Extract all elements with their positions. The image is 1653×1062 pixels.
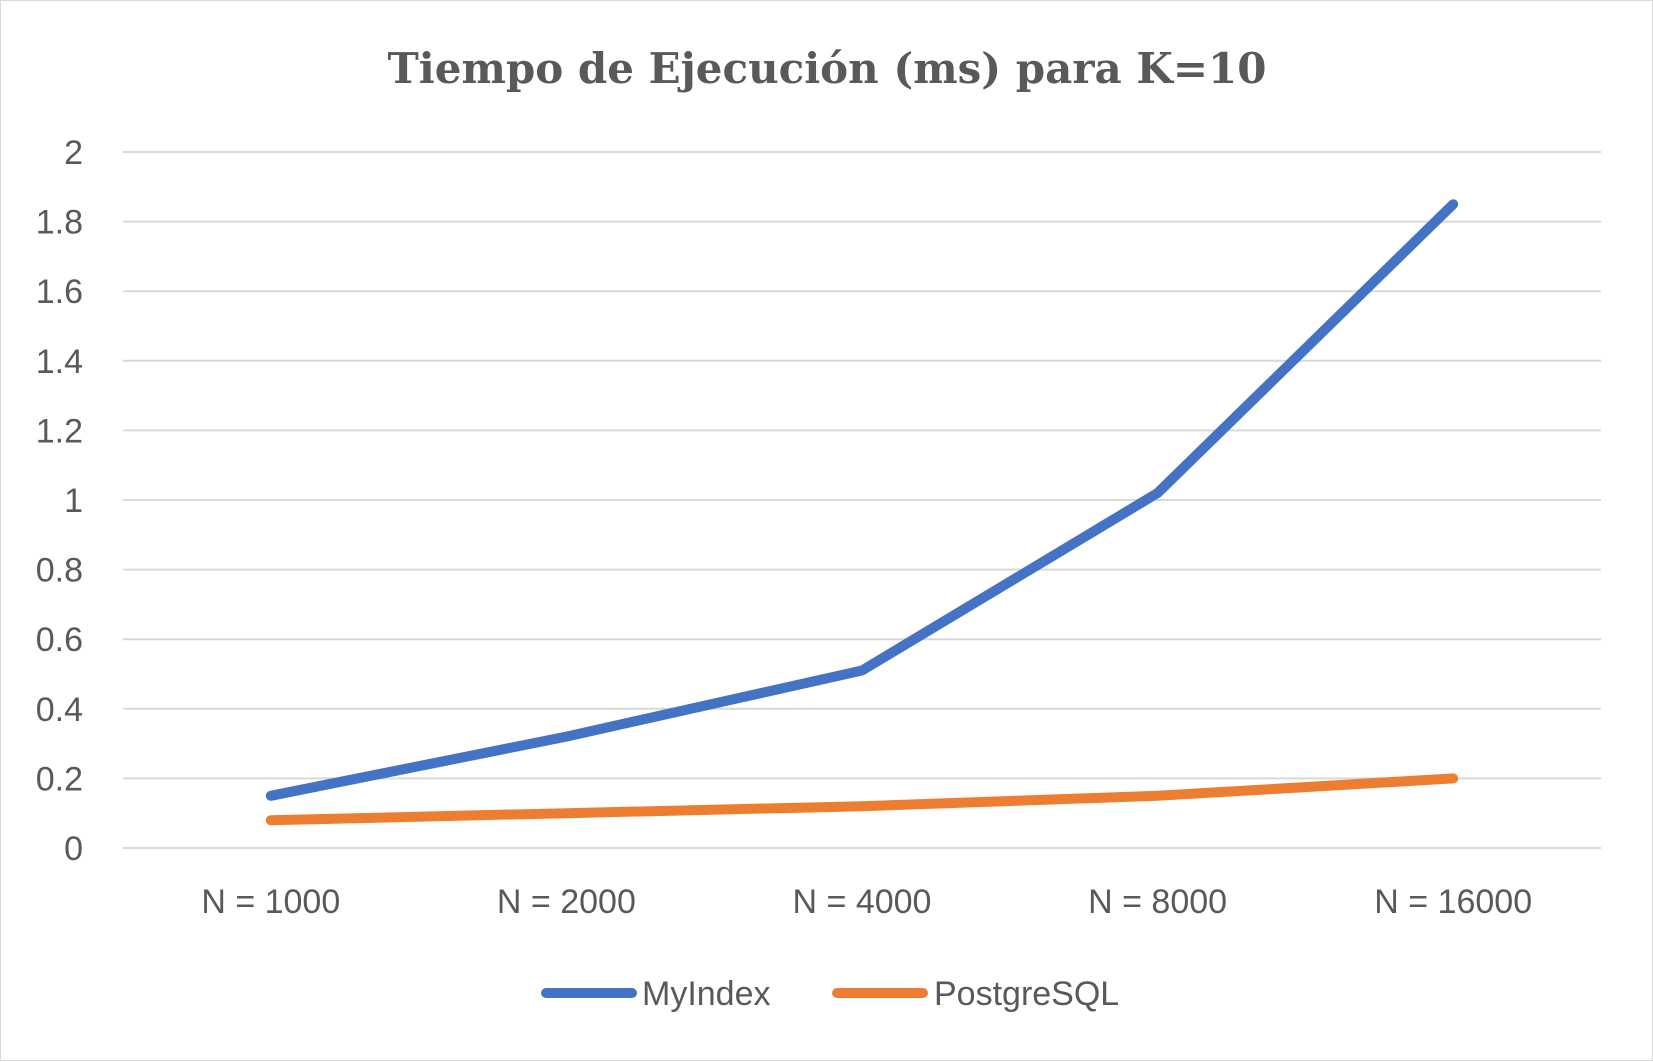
- y-tick-label: 1.2: [36, 412, 83, 450]
- chart-title: Tiempo de Ejecución (ms) para K=10: [388, 44, 1267, 93]
- gridlines: [123, 151, 1601, 849]
- legend: MyIndex PostgreSQL: [541, 975, 1119, 1013]
- y-tick-label: 0.8: [36, 552, 83, 590]
- x-tick-label: N = 1000: [201, 883, 340, 921]
- x-tick-label: N = 4000: [793, 883, 932, 921]
- x-tick-label: N = 16000: [1374, 883, 1532, 921]
- y-axis-ticks: 0 0.2 0.4 0.6 0.8 1 1.2 1.4 1.6 1.8 2: [36, 134, 83, 868]
- y-tick-label: 0.6: [36, 621, 83, 659]
- y-tick-label: 0.4: [36, 691, 83, 729]
- legend-label-postgresql: PostgreSQL: [934, 975, 1119, 1013]
- series-line-postgresql: [265, 773, 1459, 826]
- y-tick-label: 1.4: [36, 343, 83, 381]
- y-tick-label: 1: [64, 482, 83, 520]
- series-lines: [265, 199, 1459, 826]
- y-tick-label: 1.8: [36, 204, 83, 242]
- series-line-myindex: [265, 199, 1459, 801]
- y-tick-label: 2: [64, 134, 83, 172]
- y-tick-label: 0.2: [36, 760, 83, 798]
- y-tick-label: 0: [64, 830, 83, 868]
- x-axis-ticks: N = 1000 N = 2000 N = 4000 N = 8000 N = 1600…: [201, 883, 1532, 921]
- x-tick-label: N = 8000: [1088, 883, 1227, 921]
- legend-label-myindex: MyIndex: [642, 975, 771, 1013]
- x-tick-label: N = 2000: [497, 883, 636, 921]
- y-tick-label: 1.6: [36, 273, 83, 311]
